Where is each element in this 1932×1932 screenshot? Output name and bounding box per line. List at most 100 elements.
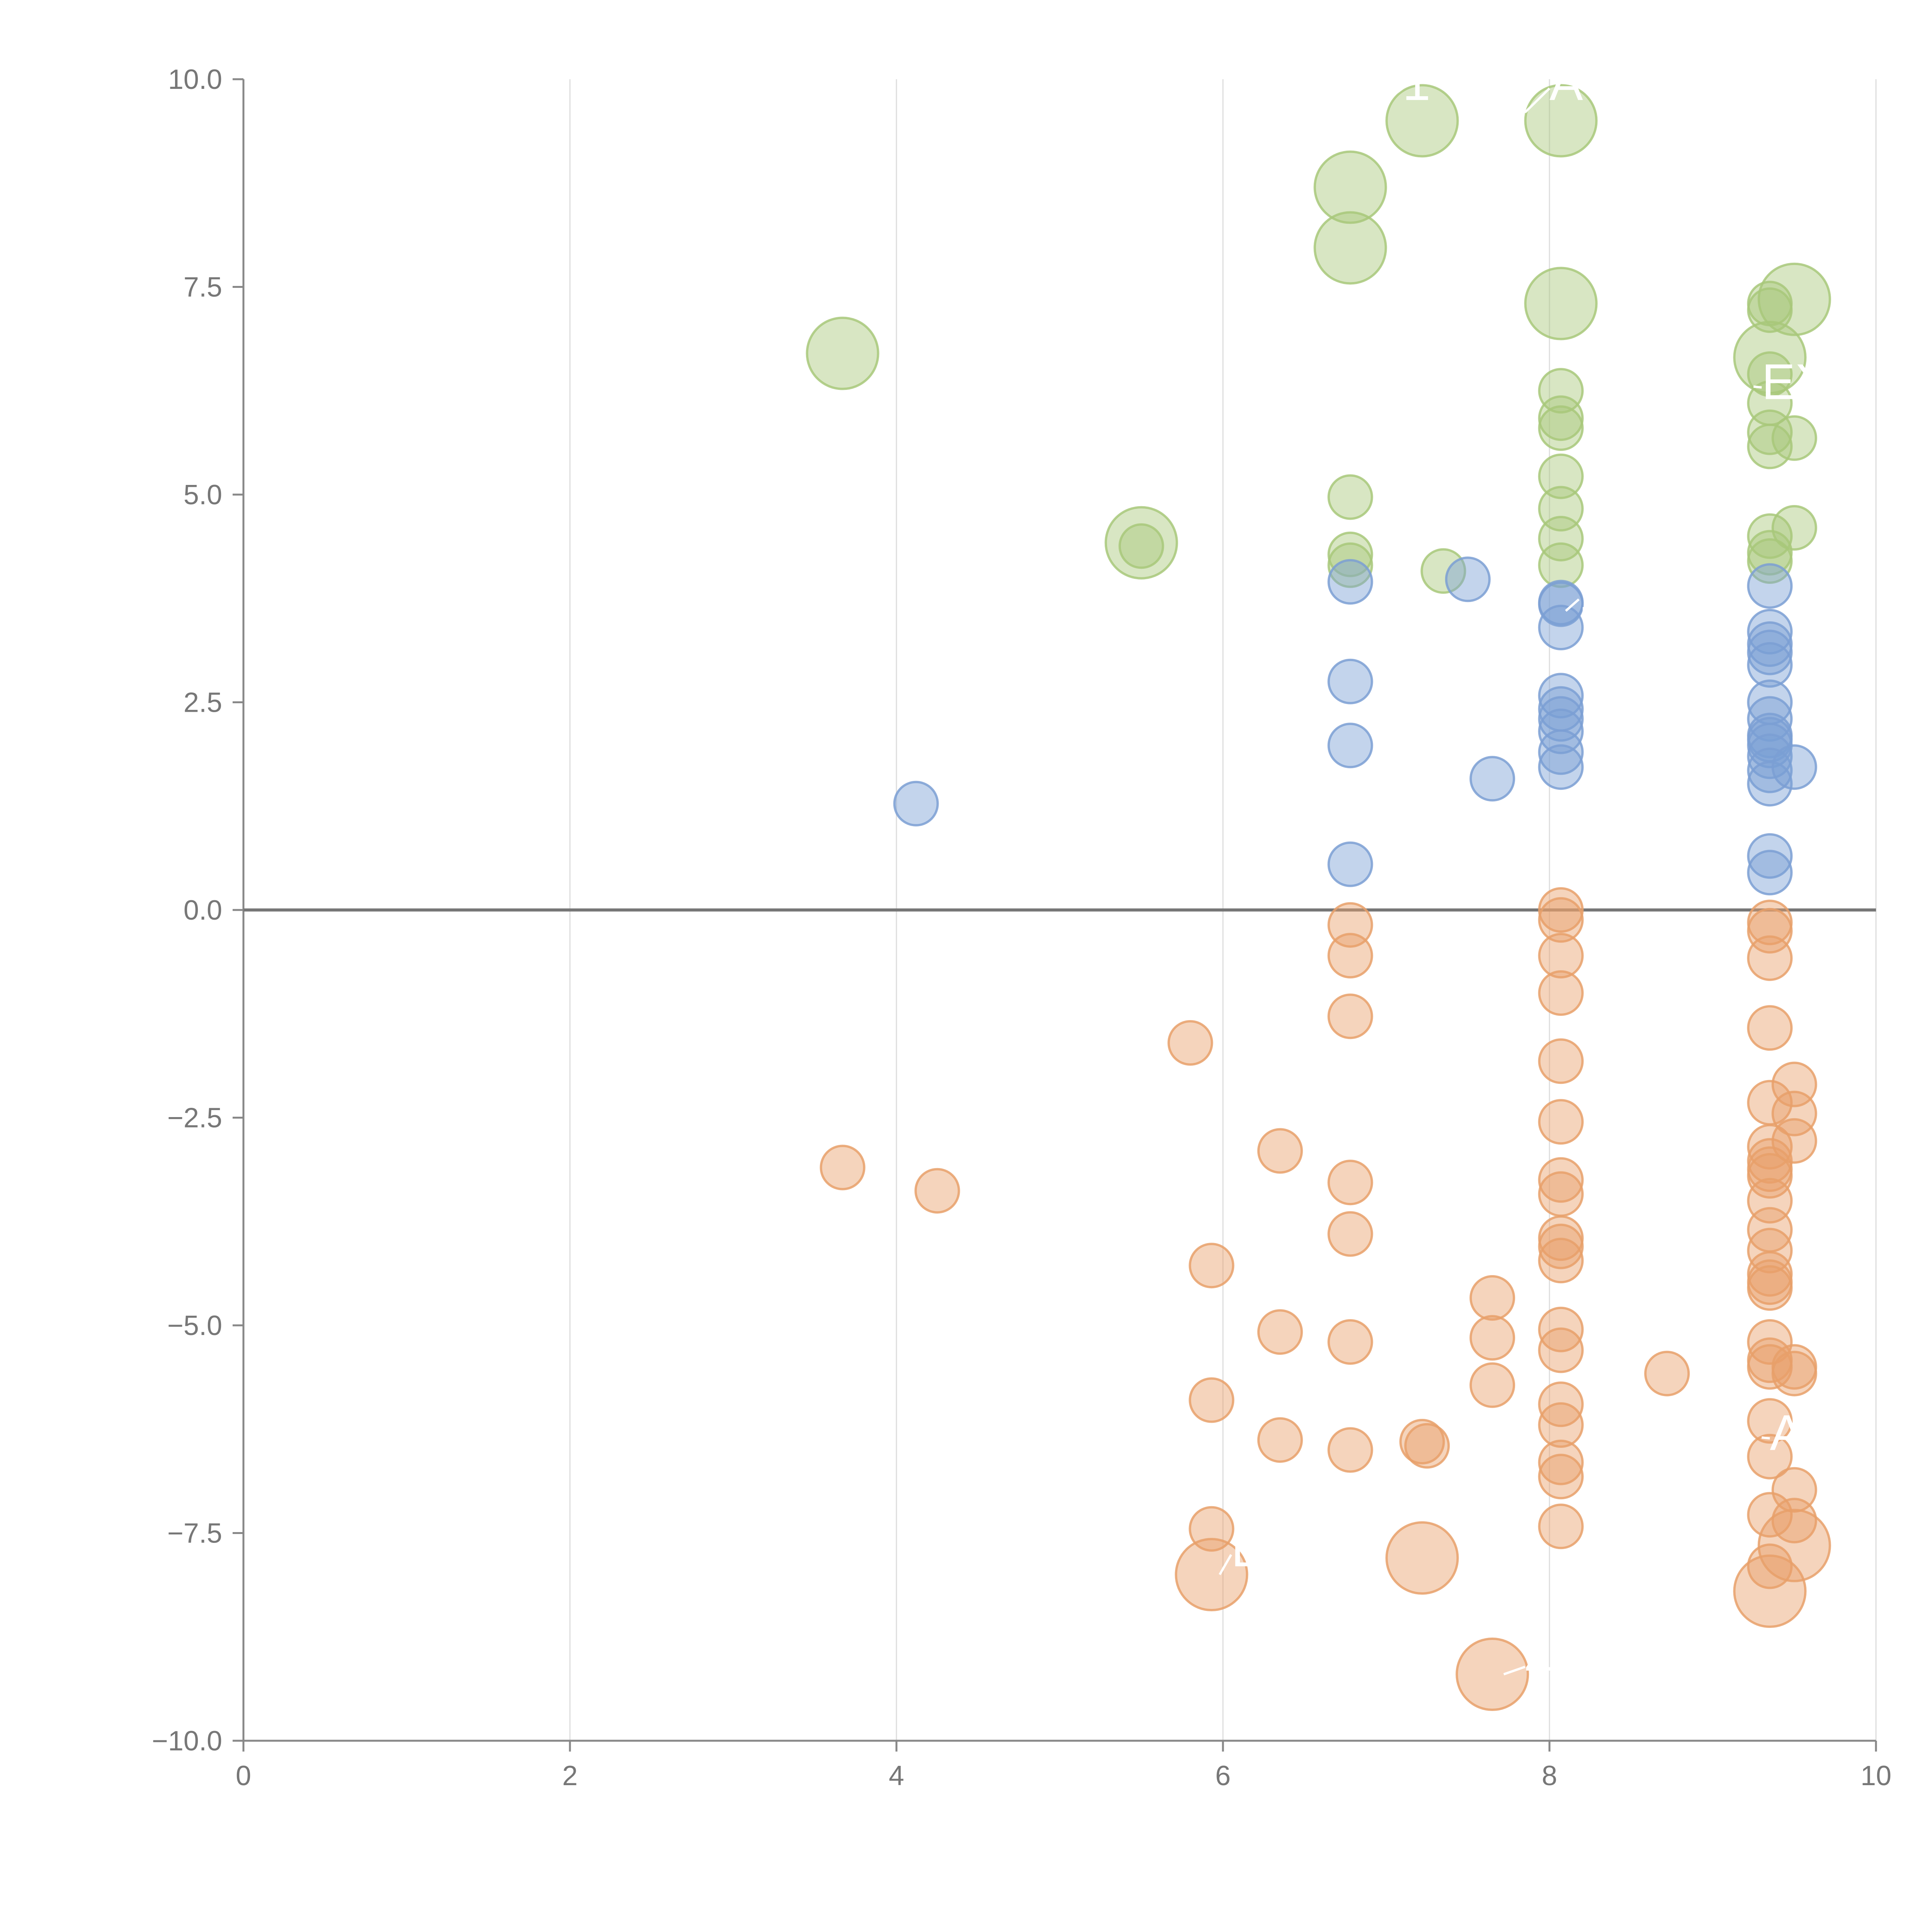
annotation-label: 4 [1525, 1633, 1553, 1689]
y-tick-label: 10.0 [168, 64, 222, 95]
annotation-leader [1503, 1665, 1526, 1675]
data-point-orange [1538, 1038, 1584, 1084]
data-point-green [1118, 523, 1164, 569]
axes: 0 2 4 6 8 10 −10.0 −7.5 −5.0 −2.5 0.0 2.5 5.0 7.5 10.0 [152, 64, 1891, 1791]
data-point-green [1327, 531, 1373, 577]
data-point-orange [1538, 887, 1584, 933]
data-point-orange [1747, 1228, 1793, 1274]
data-point-blue [1538, 605, 1584, 650]
data-point-green [1538, 515, 1584, 561]
data-point-orange [914, 1168, 960, 1214]
data-point-orange [1167, 1020, 1213, 1066]
data-point-orange [1757, 1509, 1831, 1582]
x-tick-label: 10 [1861, 1760, 1891, 1791]
data-point-orange [1327, 1211, 1373, 1257]
data-point-orange [1771, 1498, 1817, 1544]
data-point-green [1747, 423, 1793, 469]
data-point-blue [1445, 556, 1491, 602]
annotation-label: A [1549, 54, 1583, 111]
y-tick-label: −2.5 [167, 1103, 222, 1134]
data-point-green [1538, 542, 1584, 588]
data-point-blue [1538, 673, 1584, 719]
y-tick-label: 7.5 [184, 272, 222, 303]
data-point-blue [893, 781, 939, 827]
data-point-orange [1538, 1439, 1584, 1485]
data-point-orange [1538, 897, 1584, 943]
data-point-orange [1644, 1350, 1690, 1396]
data-point-orange [1257, 1309, 1303, 1355]
data-point-orange [1538, 1223, 1584, 1269]
data-point-orange [1747, 908, 1793, 954]
data-point-green [1524, 84, 1598, 158]
data-point-blue [1327, 723, 1373, 769]
data-point-blue [1538, 581, 1584, 627]
data-point-green [1538, 368, 1584, 414]
data-point-orange [1404, 1423, 1450, 1469]
y-tick-label: 5.0 [184, 480, 222, 510]
data-point-orange [1538, 1454, 1584, 1500]
x-tick-label: 8 [1542, 1760, 1557, 1791]
data-point-green [1327, 542, 1373, 588]
data-point-green [1313, 150, 1387, 224]
data-point-orange [1189, 1243, 1235, 1289]
y-tick-label: 2.5 [184, 687, 222, 718]
x-tick-label: 4 [889, 1760, 904, 1791]
y-tick-label: −5.0 [167, 1310, 222, 1341]
data-point-orange [1771, 1090, 1817, 1136]
data-point-green [1538, 453, 1584, 499]
data-point-orange [1771, 1350, 1817, 1396]
data-point-orange [1327, 1427, 1373, 1473]
data-point-green [1747, 513, 1793, 559]
data-point-orange [1456, 1638, 1529, 1711]
data-point-green [1420, 548, 1466, 594]
data-point-orange [1747, 1434, 1793, 1480]
annotation-label: A [1770, 1405, 1803, 1461]
data-point-orange [1771, 1118, 1817, 1164]
data-point-green [1771, 415, 1817, 461]
annotation-leader [1761, 1436, 1770, 1440]
data-point-orange [1469, 1315, 1515, 1361]
data-point-blue [1538, 729, 1584, 775]
y-tick-label: 0.0 [184, 895, 222, 926]
data-point-blue [1538, 696, 1584, 742]
data-point-orange [1327, 933, 1373, 979]
data-point-orange [1538, 1327, 1584, 1373]
data-point-green [1757, 262, 1831, 336]
data-point-green [1313, 211, 1387, 285]
data-point-orange [1538, 933, 1584, 979]
data-point-blue [1538, 744, 1584, 790]
data-point-green [1747, 538, 1793, 584]
data-point-orange [1257, 1128, 1303, 1174]
data-point-orange [1733, 1554, 1807, 1628]
data-point-green [1771, 505, 1817, 551]
annotation-leader [1524, 87, 1551, 114]
annotation-label: 1 [1403, 54, 1430, 111]
y-tick-label: −10.0 [152, 1726, 222, 1757]
annotation-label: 1 [1579, 565, 1607, 622]
data-point-orange [1747, 1265, 1793, 1311]
data-point-blue [1747, 733, 1793, 779]
annotation-leader [1565, 598, 1580, 612]
data-point-blue [1327, 658, 1373, 704]
data-point-orange [1538, 1503, 1584, 1549]
data-point-orange [1747, 935, 1793, 981]
data-point-blue [1747, 761, 1793, 807]
data-point-orange [1747, 1319, 1793, 1365]
data-point-green [1524, 267, 1598, 340]
data-point-orange [1538, 1171, 1584, 1217]
data-point-green [1104, 506, 1178, 580]
data-points [806, 84, 1831, 1711]
data-point-orange [1327, 993, 1373, 1039]
data-point-green [1327, 474, 1373, 520]
data-point-blue [1747, 629, 1793, 675]
data-point-blue [1747, 833, 1793, 879]
data-point-orange [1747, 1398, 1793, 1444]
data-point-orange [1538, 1238, 1584, 1284]
annotation-label: EX [1762, 354, 1828, 410]
data-point-orange [820, 1145, 866, 1190]
data-point-blue [1327, 559, 1373, 605]
data-point-green [1385, 84, 1459, 158]
data-point-green [1538, 405, 1584, 451]
